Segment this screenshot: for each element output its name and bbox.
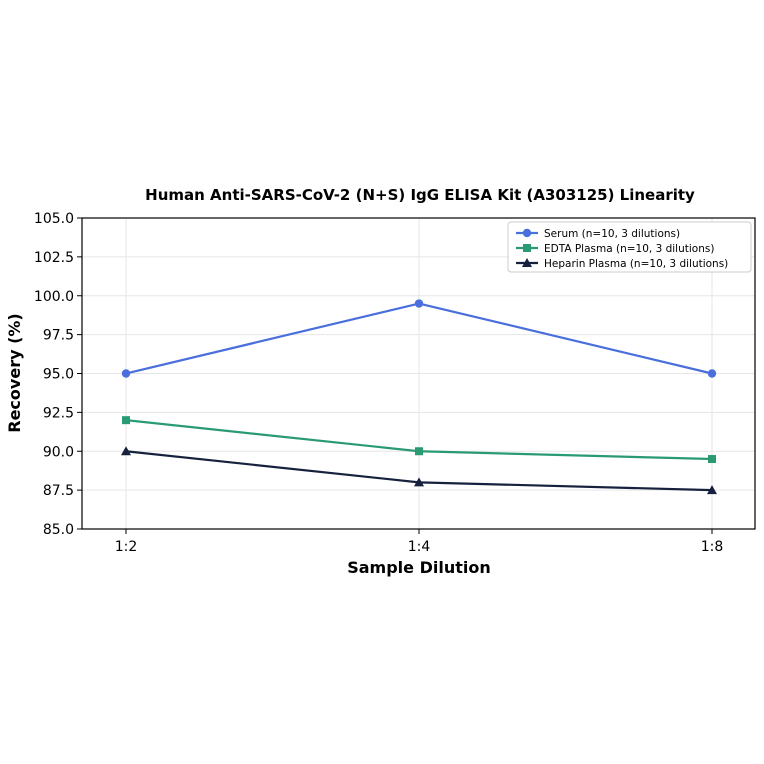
legend-marker [523,244,531,252]
legend-label: EDTA Plasma (n=10, 3 dilutions) [544,243,714,255]
y-tick-label: 97.5 [43,328,74,344]
y-tick-label: 85.0 [43,522,74,538]
y-tick-label: 105.0 [34,211,74,227]
data-point [707,369,717,378]
legend-box [507,221,752,273]
y-axis: 85.0 87.5 90.0 92.5 95.0 97.5 100.0 102.5 105.0 [34,211,82,538]
data-point [708,455,716,464]
series-layer [121,299,717,495]
data-point [707,485,717,495]
legend-label: Heparin Plasma (n=10, 3 dilutions) [544,258,728,270]
data-point [414,299,424,308]
data-point [414,477,424,487]
x-tick-label: 1:4 [408,539,431,555]
data-point [121,446,131,456]
x-axis: 1:2 1:4 1:8 [115,529,724,555]
series-1 [122,416,716,464]
y-tick-label: 92.5 [43,405,74,421]
y-axis-label: Recovery (%) [5,313,24,432]
y-tick-label: 90.0 [43,444,74,460]
legend: Serum (n=10, 3 dilutions) EDTA Plasma (n=… [507,221,752,273]
legend-marker [522,258,532,267]
chart-title: Human Anti-SARS-CoV-2 (N+S) IgG ELISA Ki… [145,186,695,204]
x-tick-label: 1:8 [701,539,724,555]
y-tick-label: 100.0 [34,289,74,305]
y-tick-label: 87.5 [43,483,74,499]
data-point [122,416,130,425]
legend-item: Serum (n=10, 3 dilutions) [516,228,680,240]
x-tick-label: 1:2 [115,539,138,555]
data-point [415,447,423,456]
x-axis-label: Sample Dilution [347,558,491,577]
y-tick-label: 102.5 [34,250,74,266]
data-point [121,369,131,378]
legend-item: EDTA Plasma (n=10, 3 dilutions) [516,243,714,255]
legend-item: Heparin Plasma (n=10, 3 dilutions) [516,258,728,270]
legend-marker [522,228,532,238]
series-0 [121,299,717,378]
legend-label: Serum (n=10, 3 dilutions) [544,228,680,240]
series-2 [121,446,717,495]
y-tick-label: 95.0 [43,367,74,383]
